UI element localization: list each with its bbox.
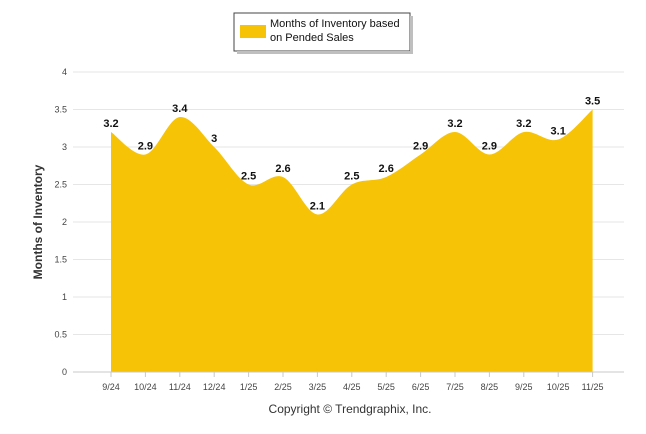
x-tick-label: 1/25 xyxy=(240,382,258,392)
y-tick-label: 2 xyxy=(62,217,67,227)
data-label: 2.9 xyxy=(413,141,428,153)
x-tick-label: 2/25 xyxy=(274,382,292,392)
y-tick-label: 4 xyxy=(62,67,67,77)
x-tick-label: 11/25 xyxy=(582,382,604,392)
y-tick-label: 2.5 xyxy=(54,180,67,190)
x-tick-labels: 9/24 10/24 11/24 12/24 1/25 2/25 3/25 4/25 5/25 6… xyxy=(102,382,603,392)
y-axis-title: Months of Inventory xyxy=(31,164,45,279)
y-tick-label: 3.5 xyxy=(54,105,67,115)
x-tick-label: 4/25 xyxy=(343,382,361,392)
legend: Months of Inventory based on Pended Sale… xyxy=(233,12,413,54)
legend-label-line-2: on Pended Sales xyxy=(270,32,354,44)
data-label: 2.5 xyxy=(241,171,256,183)
legend-swatch xyxy=(240,25,266,38)
x-tick-label: 10/24 xyxy=(134,382,157,392)
y-tick-labels: 0 0.5 1 1.5 2 2.5 3 3.5 4 xyxy=(54,67,67,377)
data-label: 2.1 xyxy=(310,201,325,213)
x-tick-label: 11/24 xyxy=(169,382,191,392)
area-series xyxy=(111,109,593,372)
data-label: 3 xyxy=(211,133,217,145)
x-tick-label: 12/24 xyxy=(203,382,226,392)
data-label: 2.6 xyxy=(379,163,394,175)
data-label: 3.2 xyxy=(516,118,531,130)
legend-shadow-bottom xyxy=(237,51,413,54)
x-tick-label: 3/25 xyxy=(309,382,327,392)
x-tick-label: 7/25 xyxy=(446,382,464,392)
data-label: 2.9 xyxy=(138,141,153,153)
data-label: 2.5 xyxy=(344,171,359,183)
data-label: 3.4 xyxy=(172,103,188,115)
data-label: 3.1 xyxy=(551,126,566,138)
y-tick-label: 0.5 xyxy=(54,330,67,340)
copyright-credit: Copyright © Trendgraphix, Inc. xyxy=(269,402,432,416)
data-label: 3.2 xyxy=(447,118,462,130)
y-tick-label: 1 xyxy=(62,292,67,302)
y-tick-label: 3 xyxy=(62,142,67,152)
x-tick-label: 9/24 xyxy=(102,382,120,392)
legend-label-line-1: Months of Inventory based xyxy=(270,18,400,30)
x-tick-label: 10/25 xyxy=(547,382,570,392)
x-tick-label: 9/25 xyxy=(515,382,533,392)
data-label: 2.9 xyxy=(482,141,497,153)
data-label: 3.5 xyxy=(585,96,600,108)
data-labels: 3.2 2.9 3.4 3 2.5 2.6 2.1 2.5 2.6 2.9 3.2 2.9 3.2 3.1… xyxy=(103,96,600,213)
data-label: 2.6 xyxy=(275,163,290,175)
axes xyxy=(73,371,624,377)
x-tick-label: 8/25 xyxy=(481,382,499,392)
x-tick-label: 5/25 xyxy=(377,382,395,392)
x-tick-label: 6/25 xyxy=(412,382,430,392)
area-series-fill xyxy=(111,109,593,372)
legend-shadow-right xyxy=(410,16,413,54)
data-label: 3.2 xyxy=(103,118,118,130)
y-tick-label: 0 xyxy=(62,367,67,377)
y-tick-label: 1.5 xyxy=(54,255,67,265)
